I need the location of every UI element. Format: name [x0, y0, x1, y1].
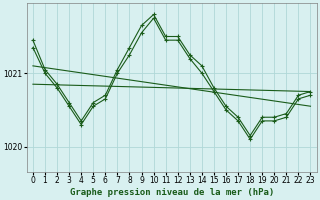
X-axis label: Graphe pression niveau de la mer (hPa): Graphe pression niveau de la mer (hPa) — [69, 188, 274, 197]
